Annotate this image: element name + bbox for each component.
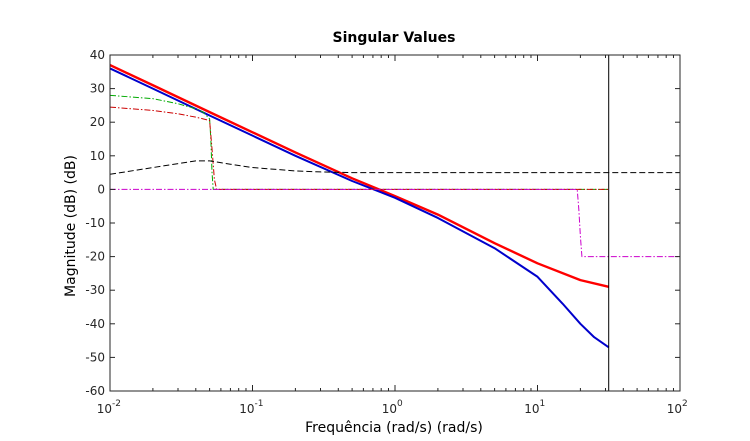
y-tick-label: 30 [90,82,105,96]
series-line-1 [109,63,609,289]
y-tick-label: -40 [85,317,105,331]
svg-text:10: 10 [382,402,397,416]
svg-text:-1: -1 [255,399,264,409]
y-axis-label: Magnitude (dB) (dB) [63,155,79,297]
plot-area [109,55,680,391]
x-tick-label: 10 -2 [97,399,121,416]
x-tick-label: 10 1 [524,399,545,416]
series-line-4 [109,106,609,190]
y-tick-label: -50 [85,350,105,364]
svg-text:2: 2 [682,399,688,409]
y-tick-label: -10 [85,216,105,230]
x-tick-label: 10 -1 [239,399,263,416]
series-line-5 [109,160,680,175]
svg-text:10: 10 [239,402,254,416]
x-axis-label: Frequência (rad/s) (rad/s) [305,420,483,436]
svg-text:-2: -2 [112,399,121,409]
y-tick-label: -60 [85,384,105,398]
svg-text:10: 10 [97,402,112,416]
x-tick-label: 10 2 [667,399,688,416]
y-tick-label: 20 [90,115,105,129]
y-tick-label: -30 [85,283,105,297]
chart-title: Singular Values [333,30,456,46]
series-line-2 [109,67,610,349]
svg-text:1: 1 [540,399,546,409]
x-tick-label: 10 0 [382,399,403,416]
y-tick-label: -20 [85,250,105,264]
y-tick-label: 40 [90,48,105,62]
series-line-3 [109,94,609,190]
svg-text:0: 0 [397,399,403,409]
svg-text:10: 10 [524,402,539,416]
y-tick-label: 10 [90,149,105,163]
y-tick-label: 0 [97,182,105,196]
svg-text:10: 10 [667,402,682,416]
